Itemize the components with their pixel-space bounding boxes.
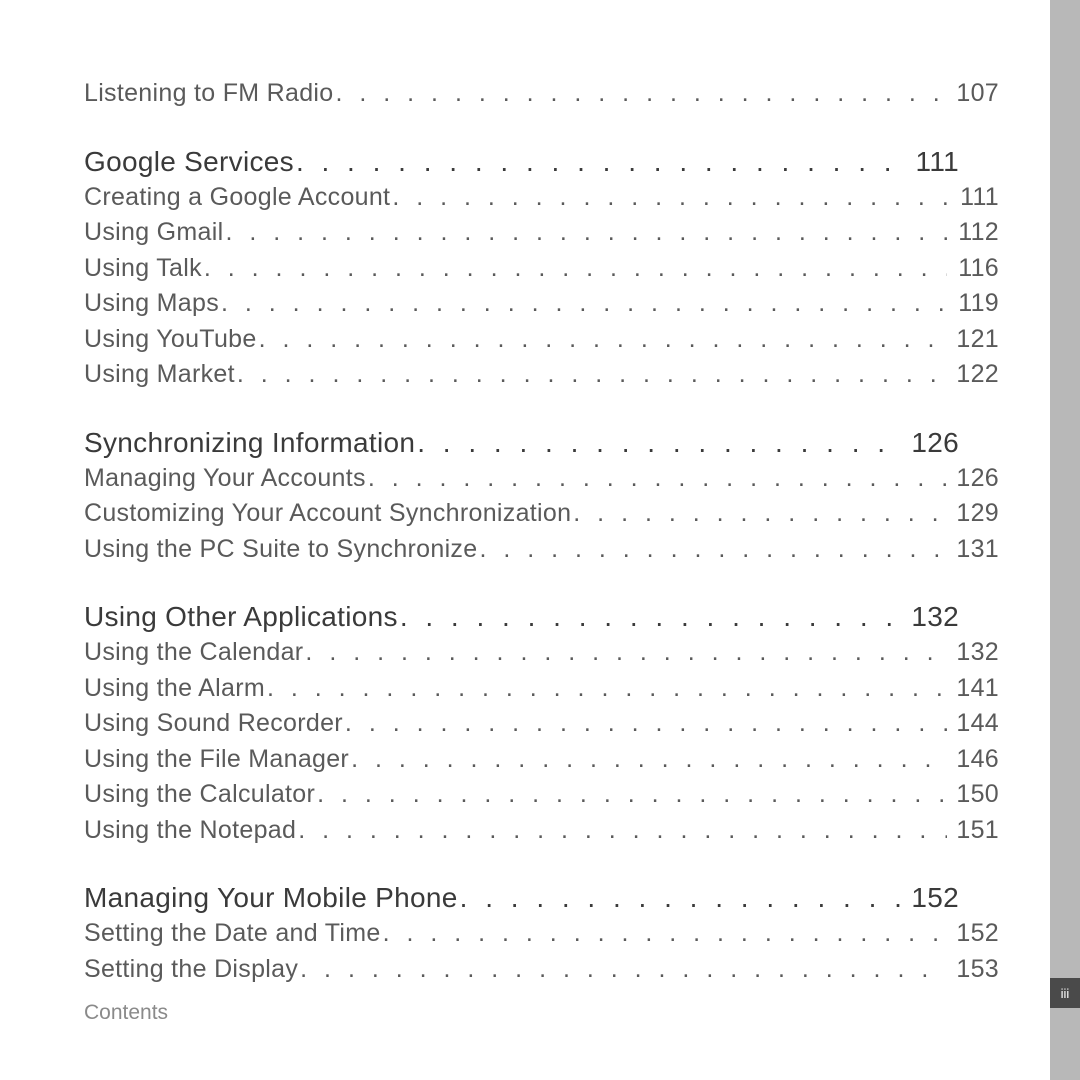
toc-entry-page: 119: [947, 286, 999, 322]
toc-sub-row: Managing Your Accounts. . . . . . . . . …: [84, 461, 999, 497]
toc-entry-label: Using the Alarm: [84, 671, 265, 707]
toc-entry-page: 141: [947, 671, 999, 707]
toc-dot-leader: . . . . . . . . . . . . . . . . . . . . …: [265, 671, 947, 707]
toc-sub-row: Using Maps. . . . . . . . . . . . . . . …: [84, 286, 999, 322]
toc-sub-row: Creating a Google Account. . . . . . . .…: [84, 180, 999, 216]
toc-sub-row: Using Sound Recorder. . . . . . . . . . …: [84, 706, 999, 742]
toc-entry-page: 129: [947, 496, 999, 532]
toc-dot-leader: . . . . . . . . . . . . . . . . . . . . …: [366, 461, 947, 497]
toc-sub-row: Setting the Date and Time. . . . . . . .…: [84, 916, 999, 952]
toc-dot-leader: . . . . . . . . . . . . . . . . . . . . …: [333, 76, 947, 112]
toc-entry-page: 132: [905, 599, 959, 635]
toc-dot-leader: . . . . . . . . . . . . . . . . . . . . …: [343, 706, 947, 742]
toc-entry-page: 126: [905, 425, 959, 461]
toc-dot-leader: . . . . . . . . . . . . . . . . . . . . …: [219, 286, 947, 322]
page-number: iii: [1061, 986, 1070, 1001]
toc-section-row: Synchronizing Information. . . . . . . .…: [84, 425, 999, 461]
footer-section-label: Contents: [84, 1001, 168, 1025]
toc-sub-row: Setting the Display. . . . . . . . . . .…: [84, 952, 999, 988]
toc-dot-leader: . . . . . . . . . . . . . . . . . . . . …: [398, 599, 906, 635]
toc-dot-leader: . . . . . . . . . . . . . . . . . . . . …: [257, 322, 947, 358]
toc-entry-label: Google Services: [84, 144, 294, 180]
toc-sub-row: Customizing Your Account Synchronization…: [84, 496, 999, 532]
toc-entry-label: Using the PC Suite to Synchronize: [84, 532, 477, 568]
page-sidebar: [1050, 0, 1080, 1080]
toc-entry-page: 111: [947, 180, 999, 216]
toc-entry-page: 144: [947, 706, 999, 742]
toc-entry-page: 132: [947, 635, 999, 671]
toc-dot-leader: . . . . . . . . . . . . . . . . . . . . …: [315, 777, 947, 813]
toc-entry-page: 126: [947, 461, 999, 497]
toc-dot-leader: . . . . . . . . . . . . . . . . . . . . …: [390, 180, 947, 216]
toc-entry-label: Using the File Manager: [84, 742, 349, 778]
toc-entry-label: Managing Your Accounts: [84, 461, 366, 497]
toc-entry-label: Using Gmail: [84, 215, 223, 251]
toc-entry-page: 153: [947, 952, 999, 988]
table-of-contents: Listening to FM Radio. . . . . . . . . .…: [84, 76, 999, 987]
toc-entry-label: Using Maps: [84, 286, 219, 322]
toc-dot-leader: . . . . . . . . . . . . . . . . . . . . …: [298, 952, 947, 988]
toc-dot-leader: . . . . . . . . . . . . . . . . . . . . …: [349, 742, 947, 778]
toc-sub-row: Using the Alarm. . . . . . . . . . . . .…: [84, 671, 999, 707]
toc-sub-row: Using the Calculator. . . . . . . . . . …: [84, 777, 999, 813]
toc-entry-label: Setting the Date and Time: [84, 916, 381, 952]
toc-entry-label: Using the Calendar: [84, 635, 303, 671]
toc-entry-page: 116: [947, 251, 999, 287]
toc-entry-page: 112: [947, 215, 999, 251]
toc-entry-page: 121: [947, 322, 999, 358]
toc-entry-label: Listening to FM Radio: [84, 76, 333, 112]
toc-sub-row: Using Gmail. . . . . . . . . . . . . . .…: [84, 215, 999, 251]
toc-entry-label: Synchronizing Information: [84, 425, 415, 461]
toc-section-row: Managing Your Mobile Phone. . . . . . . …: [84, 880, 999, 916]
toc-entry-label: Using Sound Recorder: [84, 706, 343, 742]
toc-dot-leader: . . . . . . . . . . . . . . . . . . . . …: [202, 251, 947, 287]
toc-entry-page: 152: [947, 916, 999, 952]
toc-dot-leader: . . . . . . . . . . . . . . . . . . . . …: [303, 635, 947, 671]
toc-entry-label: Using YouTube: [84, 322, 257, 358]
toc-sub-row: Using Talk. . . . . . . . . . . . . . . …: [84, 251, 999, 287]
toc-dot-leader: . . . . . . . . . . . . . . . . . . . . …: [223, 215, 947, 251]
toc-entry-page: 107: [947, 76, 999, 112]
toc-entry-label: Using Other Applications: [84, 599, 398, 635]
toc-sub-row: Using the PC Suite to Synchronize. . . .…: [84, 532, 999, 568]
toc-entry-label: Customizing Your Account Synchronization: [84, 496, 571, 532]
toc-section-row: Google Services. . . . . . . . . . . . .…: [84, 144, 999, 180]
toc-entry-page: 146: [947, 742, 999, 778]
page-number-tab: iii: [1050, 978, 1080, 1008]
toc-sub-row: Using the File Manager. . . . . . . . . …: [84, 742, 999, 778]
toc-dot-leader: . . . . . . . . . . . . . . . . . . . . …: [415, 425, 905, 461]
toc-entry-page: 131: [947, 532, 999, 568]
toc-sub-row: Using Market. . . . . . . . . . . . . . …: [84, 357, 999, 393]
toc-entry-label: Using Talk: [84, 251, 202, 287]
toc-dot-leader: . . . . . . . . . . . . . . . . . . . . …: [381, 916, 947, 952]
toc-entry-page: 111: [907, 144, 959, 180]
toc-entry-label: Managing Your Mobile Phone: [84, 880, 458, 916]
toc-entry-page: 122: [947, 357, 999, 393]
toc-sub-row: Using the Calendar. . . . . . . . . . . …: [84, 635, 999, 671]
toc-sub-row: Listening to FM Radio. . . . . . . . . .…: [84, 76, 999, 112]
toc-entry-label: Creating a Google Account: [84, 180, 390, 216]
toc-dot-leader: . . . . . . . . . . . . . . . . . . . . …: [235, 357, 947, 393]
toc-dot-leader: . . . . . . . . . . . . . . . . . . . . …: [294, 144, 907, 180]
toc-entry-page: 150: [947, 777, 999, 813]
toc-section-row: Using Other Applications. . . . . . . . …: [84, 599, 999, 635]
toc-entry-label: Using the Calculator: [84, 777, 315, 813]
toc-entry-label: Setting the Display: [84, 952, 298, 988]
toc-sub-row: Using the Notepad. . . . . . . . . . . .…: [84, 813, 999, 849]
toc-dot-leader: . . . . . . . . . . . . . . . . . . . . …: [458, 880, 906, 916]
toc-sub-row: Using YouTube. . . . . . . . . . . . . .…: [84, 322, 999, 358]
toc-entry-page: 151: [947, 813, 999, 849]
toc-entry-page: 152: [905, 880, 959, 916]
toc-dot-leader: . . . . . . . . . . . . . . . . . . . . …: [571, 496, 947, 532]
toc-entry-label: Using Market: [84, 357, 235, 393]
toc-dot-leader: . . . . . . . . . . . . . . . . . . . . …: [296, 813, 947, 849]
toc-dot-leader: . . . . . . . . . . . . . . . . . . . . …: [477, 532, 947, 568]
toc-entry-label: Using the Notepad: [84, 813, 296, 849]
